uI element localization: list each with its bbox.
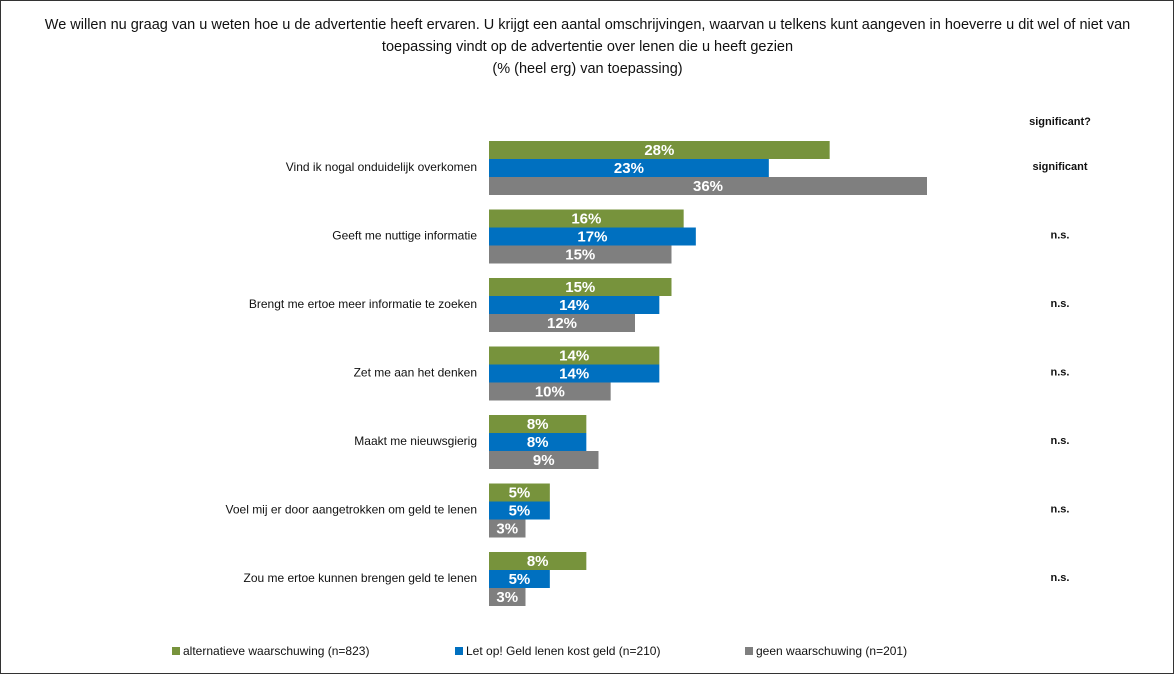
value-label: 5% — [509, 571, 531, 588]
significance-label: n.s. — [1051, 435, 1070, 447]
value-label: 8% — [527, 434, 549, 451]
chart-subtitle: (% (heel erg) van toepassing) — [492, 61, 683, 77]
significance-label: n.s. — [1051, 229, 1070, 241]
value-label: 3% — [496, 520, 518, 537]
bar — [489, 519, 526, 538]
value-label: 5% — [509, 502, 531, 519]
value-label: 28% — [644, 142, 674, 159]
category-label: Brengt me ertoe meer informatie te zoeke… — [249, 297, 477, 311]
value-label: 14% — [559, 347, 589, 364]
significance-label: n.s. — [1051, 572, 1070, 584]
bar — [489, 382, 611, 401]
legend-swatch — [745, 647, 753, 655]
significance-label: n.s. — [1051, 503, 1070, 515]
category-label: Maakt me nieuwsgierig — [354, 434, 477, 448]
significance-label: n.s. — [1051, 366, 1070, 378]
value-label: 8% — [527, 553, 549, 570]
value-label: 15% — [565, 246, 595, 263]
chart-title: We willen nu graag van u weten hoe u de … — [44, 17, 1131, 55]
value-label: 3% — [496, 589, 518, 606]
bar — [489, 209, 684, 228]
category-label: Geeft me nuttige informatie — [332, 229, 477, 243]
bar — [489, 296, 660, 314]
legend-label: Let op! Geld lenen kost geld (n=210) — [466, 644, 660, 658]
bar — [489, 141, 830, 159]
bar — [489, 552, 587, 570]
value-label: 14% — [559, 365, 589, 382]
bar — [489, 245, 672, 264]
bar — [489, 278, 672, 296]
legend-swatch — [455, 647, 463, 655]
significance-label: n.s. — [1051, 298, 1070, 310]
category-label: Vind ik nogal onduidelijk overkomen — [286, 160, 477, 174]
value-label: 17% — [577, 228, 607, 245]
significance-label: significant — [1032, 161, 1087, 173]
value-label: 5% — [509, 484, 531, 501]
category-label: Zet me aan het denken — [354, 366, 477, 380]
value-label: 9% — [533, 452, 555, 469]
bar — [489, 314, 635, 332]
bar — [489, 159, 769, 177]
category-label: Zou me ertoe kunnen brengen geld te lene… — [243, 571, 477, 585]
bar — [489, 433, 587, 451]
value-label: 10% — [535, 383, 565, 400]
significance-header: significant? — [1029, 116, 1091, 128]
value-label: 15% — [565, 279, 595, 296]
bar — [489, 570, 550, 588]
bar — [489, 177, 927, 195]
legend-label: alternatieve waarschuwing (n=823) — [183, 644, 369, 658]
value-label: 14% — [559, 297, 589, 314]
value-label: 16% — [571, 210, 601, 227]
value-label: 12% — [547, 315, 577, 332]
legend-swatch — [172, 647, 180, 655]
legend-label: geen waarschuwing (n=201) — [756, 644, 907, 658]
bar — [489, 501, 550, 520]
category-label: Voel mij er door aangetrokken om geld te… — [226, 503, 478, 517]
bar — [489, 364, 660, 383]
bar — [489, 346, 660, 365]
bar — [489, 451, 599, 469]
bar — [489, 588, 526, 606]
bar — [489, 227, 696, 246]
bar — [489, 483, 550, 502]
bar — [489, 415, 587, 433]
value-label: 36% — [693, 178, 723, 195]
value-label: 23% — [614, 160, 644, 177]
value-label: 8% — [527, 416, 549, 433]
